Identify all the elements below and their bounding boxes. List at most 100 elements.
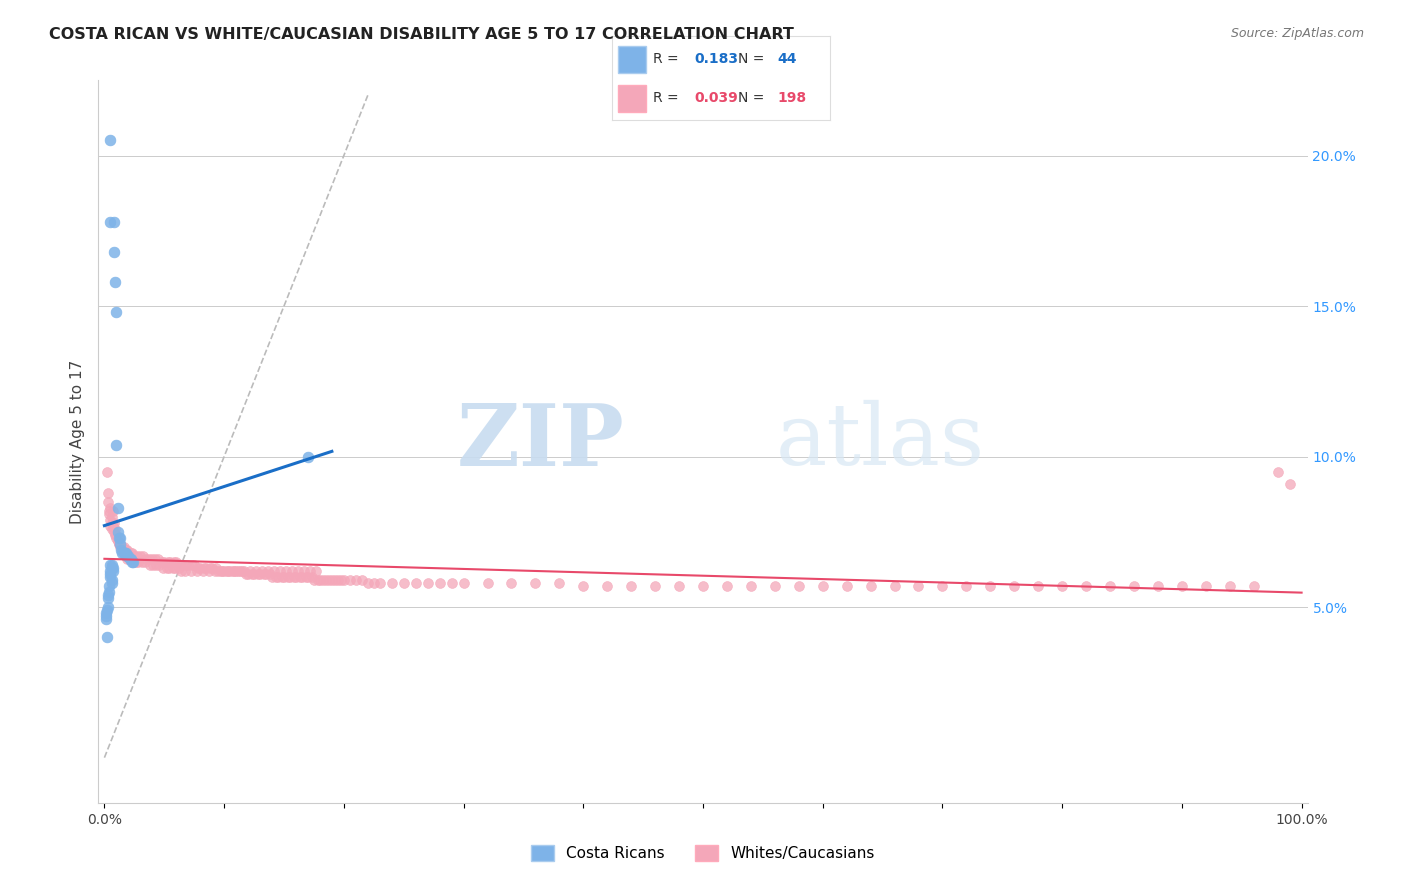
Point: [246, 567, 269, 582]
Point: [859, 579, 882, 593]
Point: [100, 509, 122, 524]
Point: [501, 576, 523, 591]
Point: [236, 567, 259, 582]
Point: [162, 561, 184, 575]
Point: [245, 564, 267, 578]
Point: [159, 555, 181, 569]
Point: [135, 552, 157, 566]
Point: [100, 513, 122, 527]
Point: [173, 564, 195, 578]
Point: [124, 555, 146, 569]
Point: [100, 558, 122, 572]
Point: [195, 561, 218, 575]
Point: [350, 573, 373, 587]
Point: [139, 558, 162, 572]
Point: [107, 533, 129, 548]
Point: [132, 549, 155, 563]
Point: [100, 570, 122, 584]
Point: [333, 573, 356, 587]
Point: [108, 531, 131, 545]
Text: R =: R =: [652, 91, 683, 105]
Point: [107, 500, 129, 515]
Point: [100, 215, 122, 229]
Point: [156, 555, 179, 569]
Point: [344, 573, 367, 587]
Point: [524, 576, 547, 591]
Point: [440, 576, 463, 591]
Point: [1195, 579, 1218, 593]
Bar: [619, 45, 647, 73]
Point: [225, 564, 247, 578]
Point: [239, 564, 262, 578]
Point: [148, 558, 170, 572]
Point: [107, 524, 129, 539]
Point: [1171, 579, 1194, 593]
Point: [301, 570, 323, 584]
Point: [477, 576, 499, 591]
Point: [121, 546, 143, 560]
Point: [207, 564, 229, 578]
Point: [326, 573, 349, 587]
Point: [273, 570, 295, 584]
Point: [115, 549, 138, 563]
Point: [108, 537, 131, 551]
Point: [209, 564, 232, 578]
Point: [97, 485, 120, 500]
Point: [381, 576, 404, 591]
Point: [907, 579, 929, 593]
Point: [368, 576, 391, 591]
Point: [94, 609, 117, 624]
Point: [110, 540, 132, 554]
Point: [198, 561, 221, 575]
Point: [243, 567, 266, 582]
Text: N =: N =: [738, 91, 769, 105]
Point: [97, 600, 120, 615]
Point: [98, 585, 121, 599]
Point: [180, 558, 202, 572]
Point: [269, 564, 291, 578]
Point: [117, 546, 139, 560]
Point: [186, 564, 208, 578]
Point: [392, 576, 415, 591]
Point: [124, 549, 146, 563]
Point: [111, 546, 134, 560]
Point: [763, 579, 786, 593]
Point: [330, 573, 353, 587]
Point: [405, 576, 427, 591]
Point: [257, 564, 280, 578]
Point: [318, 573, 340, 587]
Point: [1050, 579, 1073, 593]
Point: [105, 437, 128, 451]
Point: [740, 579, 762, 593]
Point: [107, 531, 129, 545]
Point: [217, 564, 239, 578]
Point: [883, 579, 905, 593]
Point: [96, 630, 118, 644]
Point: [108, 537, 131, 551]
Point: [188, 561, 211, 575]
Point: [110, 542, 132, 557]
Point: [111, 540, 134, 554]
Point: [292, 564, 315, 578]
Point: [325, 573, 347, 587]
Point: [103, 524, 125, 539]
Point: [104, 275, 127, 289]
Point: [287, 564, 309, 578]
Point: [114, 542, 136, 557]
Point: [267, 570, 290, 584]
Point: [787, 579, 810, 593]
Legend: Costa Ricans, Whites/Caucasians: Costa Ricans, Whites/Caucasians: [524, 839, 882, 867]
Point: [231, 564, 253, 578]
Text: R =: R =: [652, 53, 683, 66]
Point: [114, 549, 136, 563]
Point: [211, 564, 233, 578]
Point: [104, 528, 127, 542]
Point: [98, 579, 121, 593]
Point: [104, 522, 127, 536]
Point: [98, 504, 121, 518]
Point: [100, 573, 122, 587]
Point: [100, 522, 122, 536]
Point: [193, 561, 215, 575]
Point: [97, 591, 120, 606]
Point: [620, 579, 643, 593]
